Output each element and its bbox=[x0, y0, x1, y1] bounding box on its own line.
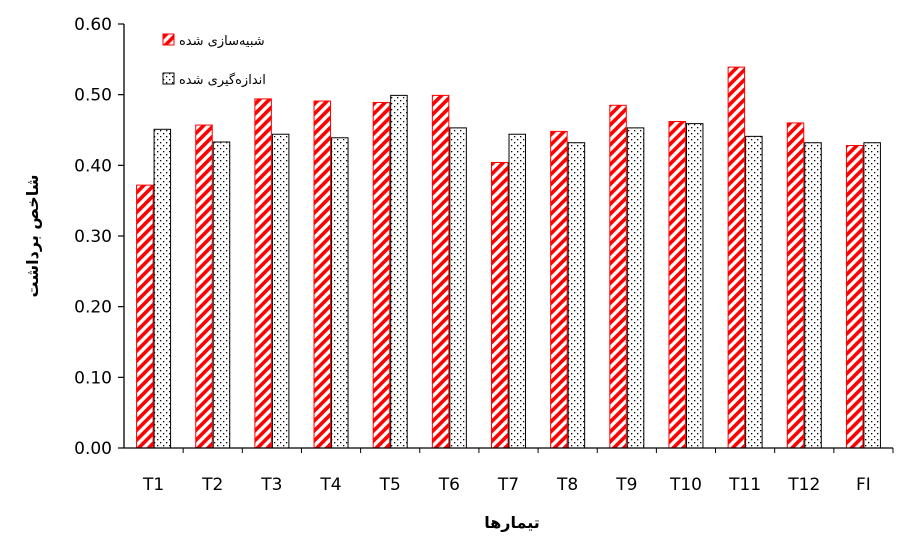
bar-measured-t11 bbox=[745, 135, 763, 449]
bar-measured-t9 bbox=[626, 127, 645, 449]
y-tick-label: 0.20 bbox=[74, 298, 112, 318]
bar-simulated-t5 bbox=[372, 101, 391, 449]
x-tick-label-t12: T12 bbox=[787, 475, 820, 495]
x-tick-label-t5: T5 bbox=[379, 475, 401, 495]
bar-measured-t5 bbox=[390, 94, 408, 449]
y-ticks-layer: 0.00 0.10 0.20 0.30 0.40 0.50 0.60 bbox=[74, 15, 124, 459]
legend-label-measured: اندازه‌گیری شده bbox=[179, 72, 266, 88]
x-tick-label-t4: T4 bbox=[319, 475, 341, 495]
x-axis-title: تیمارها bbox=[484, 513, 540, 532]
bar-simulated-t3 bbox=[254, 98, 272, 449]
x-tick-label-t9: T9 bbox=[615, 475, 637, 495]
x-tick-label-t6: T6 bbox=[438, 475, 460, 495]
bar-measured-t4 bbox=[331, 137, 349, 449]
x-tick-label-t7: T7 bbox=[497, 475, 519, 495]
x-tick-label-t8: T8 bbox=[556, 475, 578, 495]
bar-simulated-fi bbox=[845, 145, 864, 449]
x-tick-label-t11: T11 bbox=[728, 475, 761, 495]
bar-measured-t1 bbox=[153, 128, 172, 449]
x-tick-label-t3: T3 bbox=[260, 475, 282, 495]
x-tick-label-fi: FI bbox=[856, 475, 871, 495]
x-tick-label-t2: T2 bbox=[201, 475, 223, 495]
legend-swatch-simulated bbox=[162, 33, 175, 46]
y-tick-label: 0.30 bbox=[74, 227, 112, 247]
x-labels-layer: T1 T2 T3 T4 T5 T6 T7 T8 T9 T10 T11 T12 FI bbox=[142, 448, 894, 495]
y-tick-label: 0.40 bbox=[74, 156, 112, 176]
bar-measured-t3 bbox=[271, 133, 290, 449]
bar-simulated-t11 bbox=[727, 66, 746, 449]
x-tick-label-t10: T10 bbox=[669, 475, 702, 495]
bar-measured-t10 bbox=[685, 123, 704, 449]
y-tick-label: 0.60 bbox=[74, 15, 112, 35]
bar-measured-t7 bbox=[508, 133, 526, 449]
bar-simulated-t8 bbox=[550, 130, 568, 449]
y-tick-label: 0.50 bbox=[74, 86, 112, 106]
bar-simulated-t7 bbox=[491, 162, 509, 449]
bar-measured-t8 bbox=[567, 142, 586, 449]
bar-measured-t6 bbox=[449, 127, 467, 449]
bar-simulated-t10 bbox=[668, 121, 686, 449]
bar-simulated-t12 bbox=[786, 122, 805, 449]
bar-simulated-t9 bbox=[609, 104, 627, 449]
bars-layer bbox=[136, 66, 881, 449]
x-tick-label-t1: T1 bbox=[142, 475, 164, 495]
bar-simulated-t2 bbox=[195, 124, 213, 449]
legend-label-simulated: شبیه‌سازی شده bbox=[179, 34, 265, 49]
bar-measured-fi bbox=[863, 142, 881, 449]
bar-simulated-t4 bbox=[313, 100, 332, 449]
y-tick-label: 0.00 bbox=[74, 439, 112, 459]
y-tick-label: 0.10 bbox=[74, 368, 112, 388]
bar-simulated-t6 bbox=[431, 94, 450, 449]
bar-measured-t12 bbox=[804, 142, 822, 449]
bar-measured-t2 bbox=[212, 141, 231, 449]
y-axis-title: شاخص برداشت bbox=[23, 175, 42, 298]
legend-swatch-measured bbox=[162, 72, 175, 85]
bar-simulated-t1 bbox=[136, 184, 154, 449]
legend: شبیه‌سازی شده اندازه‌گیری شده bbox=[162, 33, 266, 88]
